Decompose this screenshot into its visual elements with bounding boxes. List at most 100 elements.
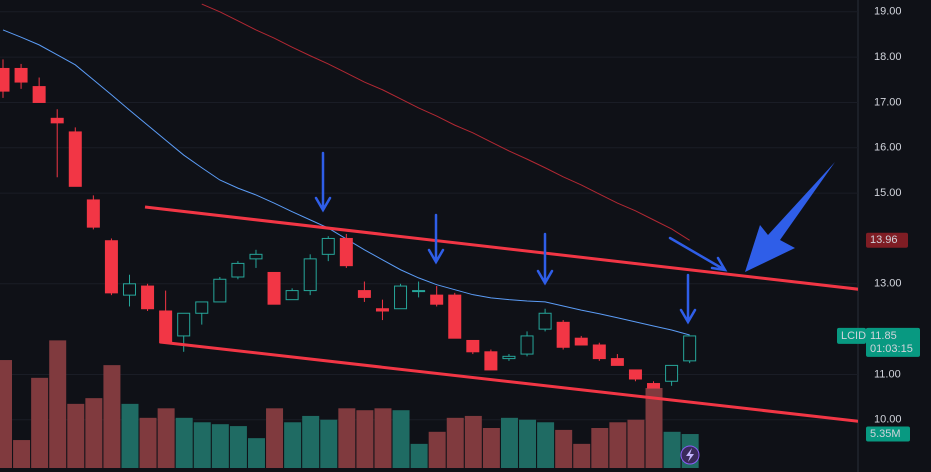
candle-body — [394, 285, 408, 310]
candle-body — [0, 67, 10, 92]
volume-bar — [13, 440, 31, 468]
candle-body — [303, 258, 317, 292]
y-tick-label: 18.00 — [874, 51, 902, 63]
volume-label-box — [866, 426, 910, 442]
volume-bar — [67, 403, 85, 468]
volume-bar — [121, 403, 139, 468]
arrows — [314, 151, 728, 325]
volume-bar — [302, 415, 320, 468]
symbol-label: LCID — [841, 330, 866, 342]
candle-body — [267, 271, 281, 305]
candle-body — [86, 199, 100, 228]
icon-bolt — [686, 448, 694, 462]
candle-body — [50, 117, 64, 124]
volume-bar — [139, 417, 157, 468]
volume-bar — [31, 377, 49, 468]
candle-body — [159, 310, 173, 344]
volume-bar — [211, 424, 229, 468]
y-tick-label: 19.00 — [874, 6, 902, 18]
arrow — [427, 213, 445, 265]
candle-body — [249, 253, 263, 260]
candle-body — [412, 290, 426, 293]
volume-bar — [266, 408, 284, 468]
candle-body — [466, 339, 480, 353]
volume-bar — [49, 340, 67, 468]
volume-bar — [284, 422, 302, 468]
slow-ma-label: 13.96 — [870, 234, 898, 246]
volume-bar — [537, 422, 555, 468]
volume-bar — [446, 417, 464, 468]
volume-bar — [663, 431, 681, 468]
price-scale: 19.00 18.00 17.00 16.00 15.00 13.00 11.00 10.00… — [837, 6, 920, 442]
candle-body — [484, 351, 498, 371]
volume-bar — [609, 422, 627, 468]
volume-bar — [338, 408, 356, 468]
countdown-label: 01:03:15 — [870, 343, 913, 355]
volume-bar — [555, 429, 573, 468]
volume-bar — [103, 365, 121, 468]
candle-body — [647, 383, 661, 389]
y-tick-label: 13.00 — [874, 278, 902, 290]
volume-bar — [573, 443, 591, 468]
candle-body — [520, 335, 534, 355]
volume-bar — [247, 438, 265, 468]
volume-bar — [175, 417, 193, 468]
close-box — [866, 327, 920, 357]
candle-body — [213, 278, 227, 303]
candle-body — [14, 67, 28, 83]
candle-body — [68, 131, 82, 187]
volume-bar — [356, 410, 374, 468]
close-label: 11.85 — [870, 330, 897, 342]
candle-body — [448, 294, 462, 339]
volume-label: 5.35M — [870, 428, 901, 440]
y-tick-label: 11.00 — [874, 368, 901, 380]
volume-bar — [464, 415, 482, 468]
candle-body — [357, 290, 371, 298]
volume-bar — [410, 443, 428, 468]
arrow — [679, 273, 697, 325]
candle-body — [231, 262, 245, 278]
candle-body — [321, 237, 335, 255]
candle-body — [339, 237, 353, 267]
volume-bar — [0, 360, 12, 468]
y-tick-label: 16.00 — [874, 142, 902, 154]
volume-bar — [374, 408, 392, 468]
arrow — [536, 232, 554, 286]
candle-body — [574, 337, 588, 346]
candle-body — [430, 294, 444, 305]
candle-body — [32, 86, 46, 103]
candle-body — [177, 312, 191, 337]
volume-bar — [193, 422, 211, 468]
candle-body — [683, 335, 697, 362]
volume-bar — [85, 398, 103, 468]
candle-body — [122, 283, 136, 296]
y-tick-label: 10.00 — [874, 414, 902, 426]
arrow — [668, 236, 728, 272]
candle-body — [104, 240, 118, 294]
arrow — [314, 151, 332, 213]
moving-average — [201, 3, 690, 241]
candle-body — [592, 344, 606, 360]
y-tick-label: 17.00 — [874, 96, 902, 108]
slow-ma-label-box — [866, 232, 908, 248]
volume-bar — [627, 419, 645, 468]
volume-bar — [519, 419, 537, 468]
candle-body — [502, 355, 516, 360]
big-arrow — [745, 162, 835, 272]
candle-body — [285, 290, 299, 301]
symbol-box — [837, 327, 866, 344]
volume-bar — [320, 419, 338, 468]
volume-bar — [392, 410, 410, 468]
candle-body — [375, 308, 389, 312]
candle-body — [665, 364, 679, 382]
volume-bar — [500, 417, 518, 468]
volume-bar — [157, 408, 175, 468]
candle-body — [141, 285, 155, 310]
y-tick-label: 15.00 — [874, 187, 902, 199]
trend-line — [159, 340, 858, 423]
volume-bar — [482, 427, 500, 468]
volume-bar — [591, 427, 609, 468]
candle-body — [628, 369, 642, 380]
